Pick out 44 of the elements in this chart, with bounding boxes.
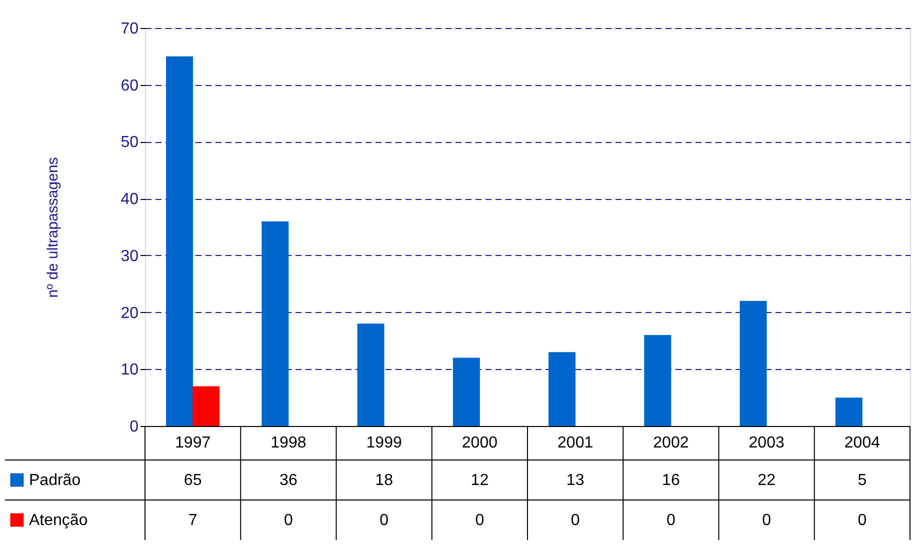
data-label: 0: [666, 512, 676, 529]
x-tick-label: 2001: [558, 434, 594, 452]
y-tick-label: 60: [120, 77, 139, 94]
x-tick-label: 2000: [462, 434, 498, 452]
y-tick-label: 20: [120, 304, 139, 322]
bar: [740, 300, 767, 426]
bar: [357, 324, 384, 426]
data-label: 0: [380, 512, 389, 529]
x-tick-label: 1997: [175, 434, 211, 452]
x-tick-label: 1998: [270, 434, 306, 452]
bar: [644, 335, 672, 426]
y-tick-label: 10: [120, 362, 139, 379]
data-label: 18: [375, 472, 394, 489]
data-label: 0: [475, 512, 484, 529]
y-tick-label: 0: [130, 418, 139, 436]
data-label: 13: [566, 472, 584, 489]
data-label: 0: [858, 512, 867, 529]
data-label: 5: [858, 472, 867, 489]
data-label: 0: [570, 512, 580, 529]
bar: [192, 386, 220, 426]
y-axis-title: nº de ultrapassagens: [44, 157, 62, 298]
x-tick-label: 2003: [748, 434, 784, 452]
data-label: 65: [184, 472, 202, 489]
data-label: 12: [470, 472, 489, 489]
data-label: 36: [280, 472, 298, 489]
y-tick-label: 70: [120, 20, 139, 38]
bar: [452, 358, 480, 426]
bar: [548, 352, 576, 426]
data-label: 7: [188, 512, 198, 529]
x-tick-label: 1999: [366, 434, 402, 452]
legend-label: Atenção: [29, 512, 88, 529]
data-label: 22: [758, 472, 776, 489]
bar: [166, 56, 194, 426]
data-label: 0: [284, 512, 293, 529]
x-tick-label: 2002: [653, 434, 689, 452]
legend-label: Padrão: [29, 472, 81, 489]
y-tick-label: 40: [120, 191, 139, 208]
bar: [262, 221, 289, 426]
x-tick-label: 2004: [844, 434, 880, 452]
y-tick-label: 30: [120, 248, 139, 265]
data-label: 0: [762, 512, 772, 529]
y-tick-label: 50: [120, 134, 139, 152]
bar: [835, 398, 862, 426]
data-label: 16: [662, 472, 680, 489]
